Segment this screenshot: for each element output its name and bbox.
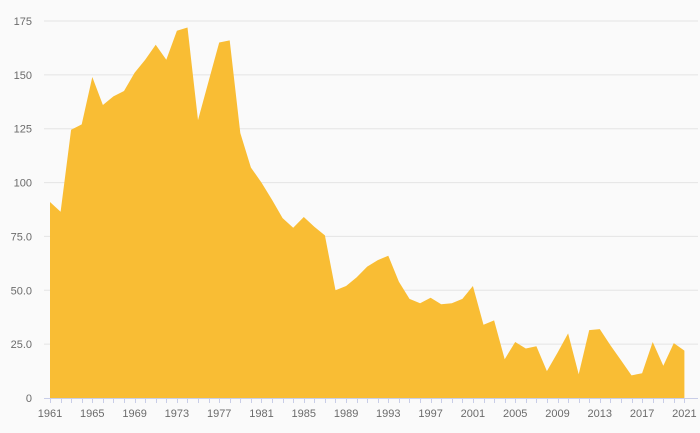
y-axis-label: 100 [14, 178, 32, 190]
x-axis-label: 1961 [38, 408, 62, 420]
x-axis-label: 1989 [334, 408, 358, 420]
y-axis-label: 125 [14, 124, 32, 136]
x-axis-label: 2009 [545, 408, 569, 420]
x-axis-label: 1965 [80, 408, 104, 420]
x-axis-label: 2001 [461, 408, 485, 420]
x-axis-label: 1997 [418, 408, 442, 420]
area-series [50, 27, 685, 398]
y-axis-label: 150 [14, 70, 32, 82]
x-axis-label: 2021 [672, 408, 696, 420]
x-axis-label: 1985 [292, 408, 316, 420]
x-axis-label: 2017 [630, 408, 654, 420]
x-axis-label: 1969 [122, 408, 146, 420]
x-axis-labels: 1961 1965 1969 1973 1977 1981 1985 1989 1993 1997… [38, 408, 697, 420]
x-axis-label: 2013 [588, 408, 612, 420]
y-axis-label: 0 [26, 393, 32, 405]
y-axis-labels: 175 150 125 100 75.0 50.0 25.0 0 [11, 16, 32, 405]
y-axis-label: 75.0 [11, 231, 32, 243]
x-axis-label: 1977 [207, 408, 231, 420]
x-axis-ticks [50, 399, 685, 403]
x-axis-label: 1993 [376, 408, 400, 420]
y-axis-label: 25.0 [11, 339, 32, 351]
x-axis-label: 1973 [165, 408, 189, 420]
x-axis-label: 1981 [249, 408, 273, 420]
x-axis-label: 2005 [503, 408, 527, 420]
y-axis-label: 50.0 [11, 285, 32, 297]
y-axis-label: 175 [14, 16, 32, 28]
